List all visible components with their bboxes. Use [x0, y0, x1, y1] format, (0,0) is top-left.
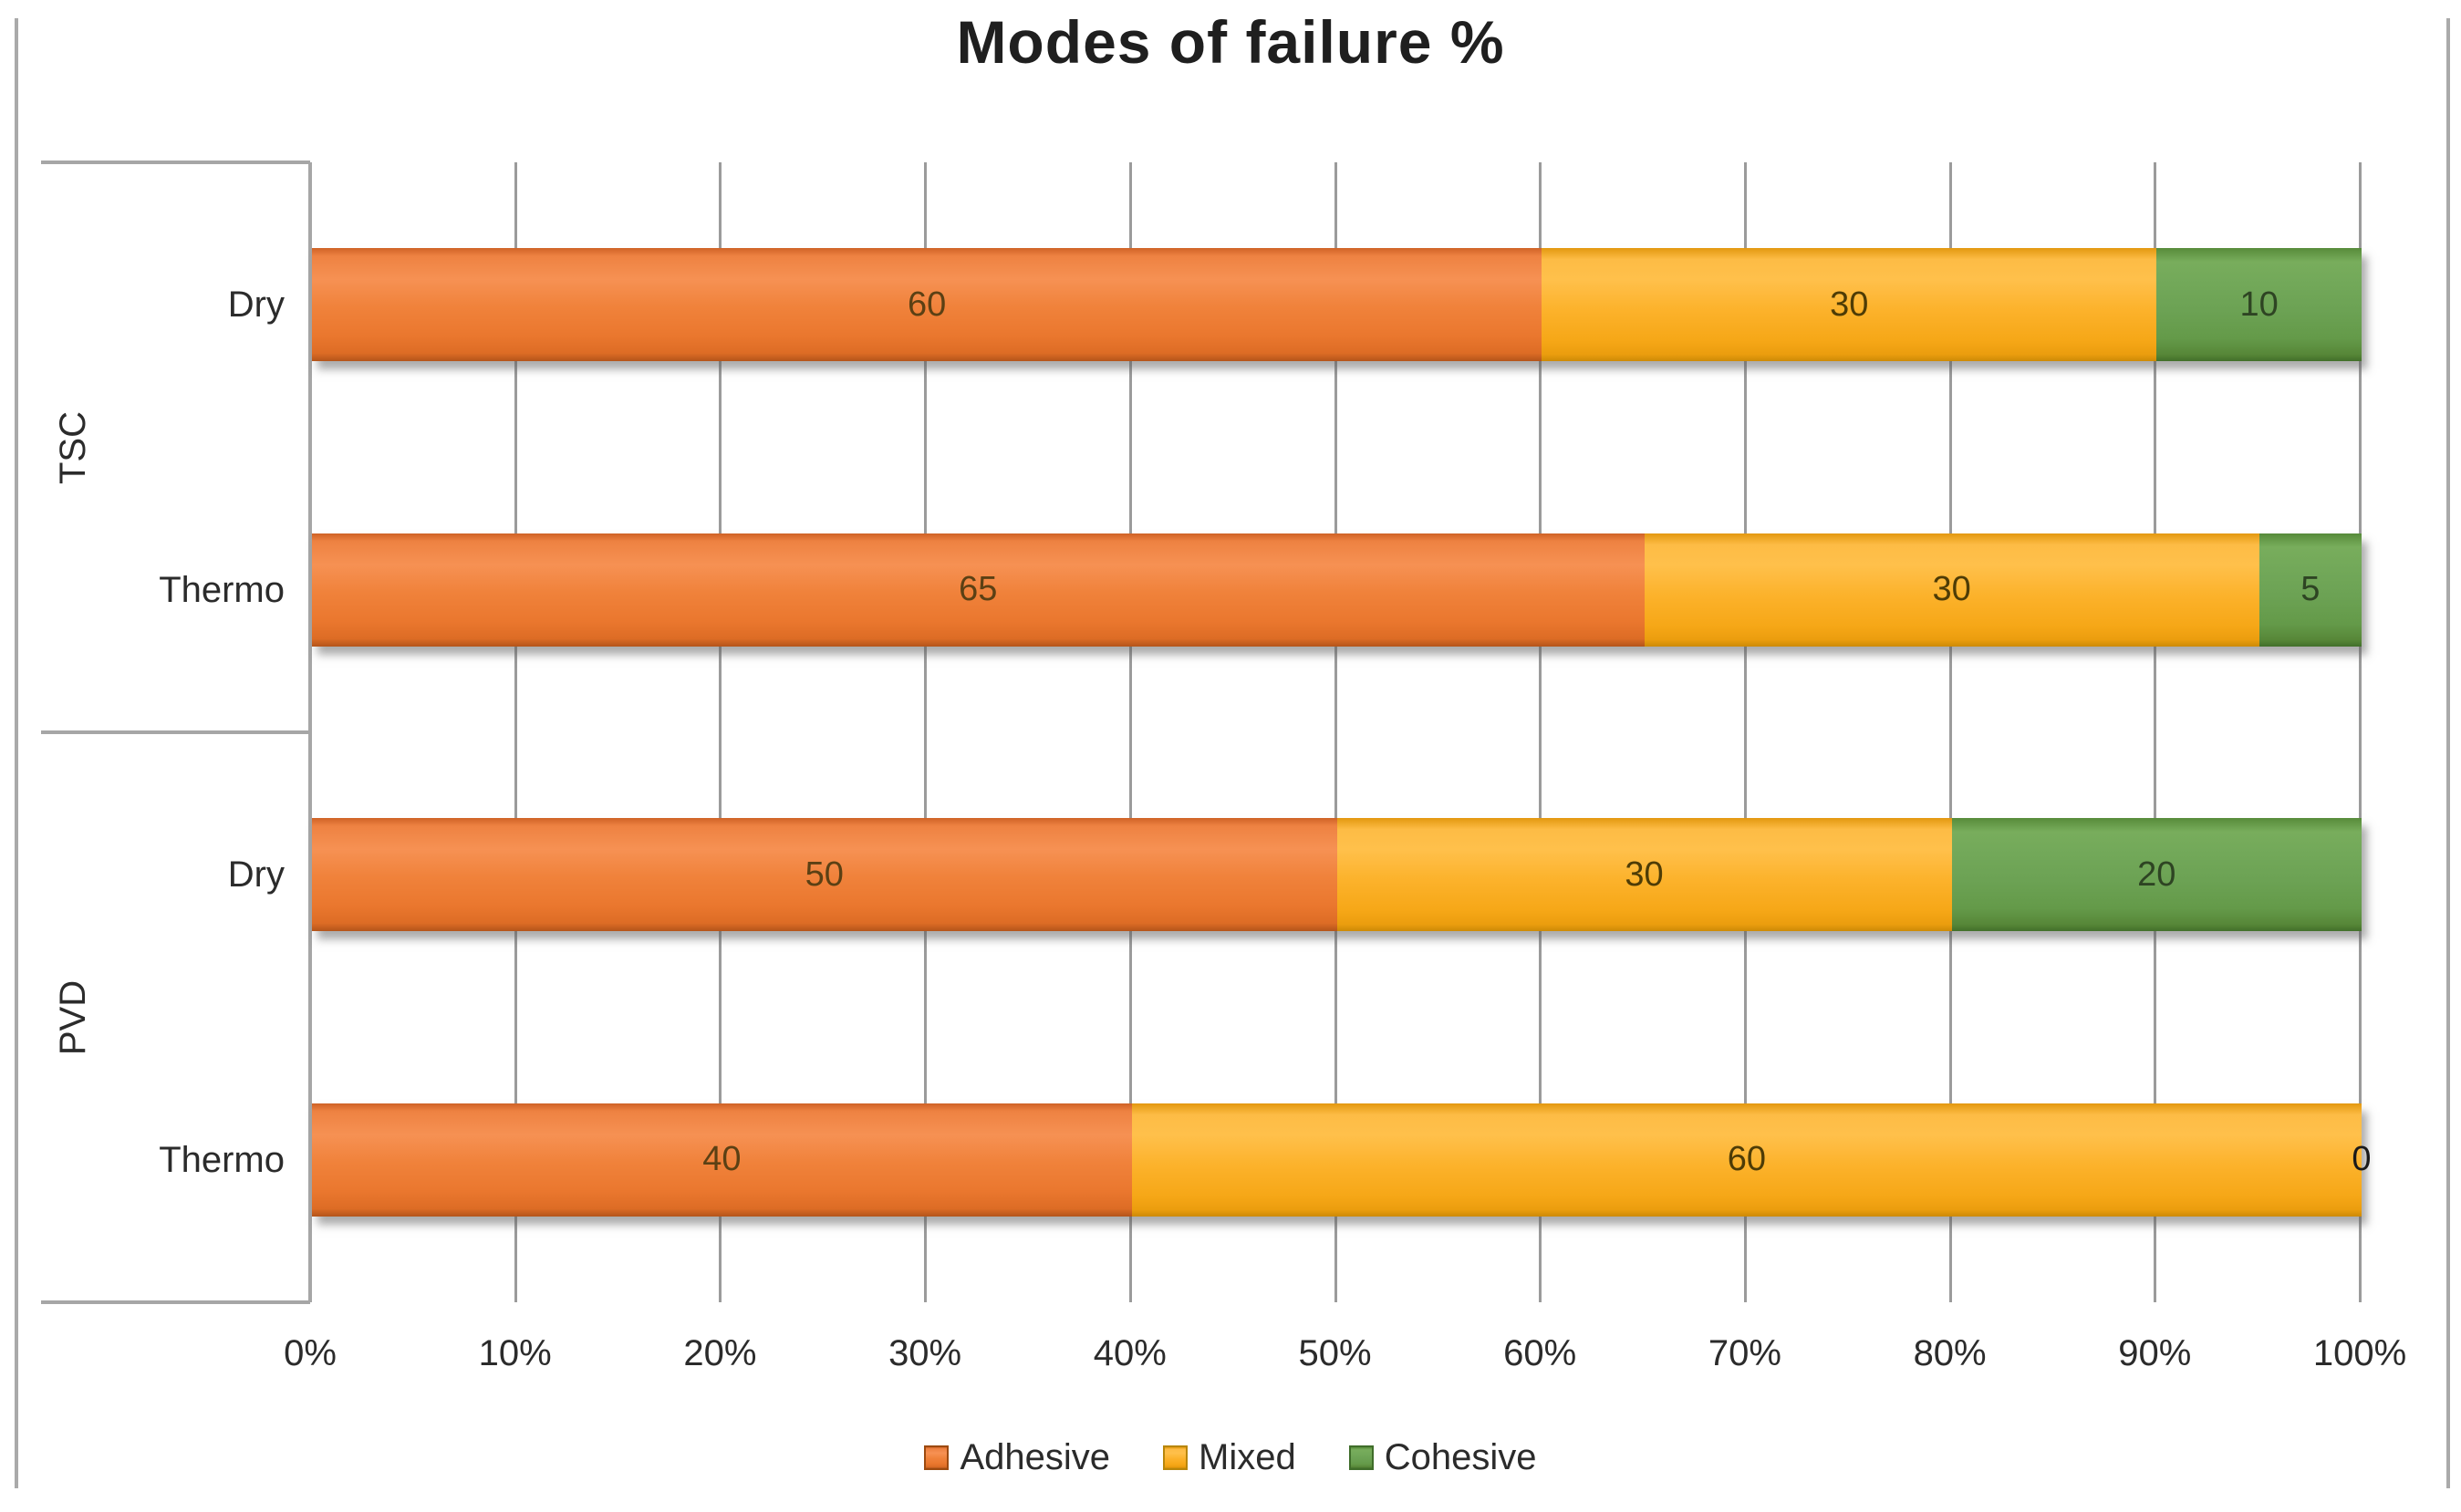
gridline	[1539, 162, 1542, 1302]
bar-segment-mixed: 30	[1644, 533, 2259, 647]
bar-segment-cohesive: 20	[1951, 818, 2362, 932]
figure-left-border	[15, 18, 18, 1488]
stacked-bar: 65 30 5	[312, 533, 2362, 647]
bar-segment-cohesive: 5	[2259, 533, 2362, 647]
bar-segment-adhesive: 40	[312, 1103, 1132, 1217]
bar-segment-adhesive: 50	[312, 818, 1337, 932]
data-label: 65	[959, 570, 998, 609]
category-axis-line	[308, 162, 312, 1302]
group-separator-line	[41, 161, 310, 164]
x-tick-label: 10%	[478, 1333, 552, 1373]
gridline	[719, 162, 722, 1302]
bar-segment-mixed: 30	[1336, 818, 1952, 932]
legend-swatch-mixed	[1163, 1445, 1189, 1470]
figure-right-border	[2446, 18, 2450, 1488]
data-label: 5	[2300, 570, 2321, 609]
bar-segment-mixed: 60	[1131, 1103, 2362, 1217]
x-tick-label: 80%	[1913, 1333, 1987, 1373]
bar-segment-adhesive: 65	[312, 533, 1645, 647]
group-label: TSC	[53, 410, 93, 484]
category-label: Thermo	[159, 1139, 285, 1180]
x-tick-label: 40%	[1093, 1333, 1167, 1373]
legend-swatch-cohesive	[1348, 1445, 1374, 1470]
data-label: 60	[907, 285, 947, 324]
legend-item-mixed: Mixed	[1163, 1437, 1296, 1478]
legend: Adhesive Mixed Cohesive	[0, 1437, 2461, 1478]
x-tick-label: 70%	[1708, 1333, 1781, 1373]
bar-segment-mixed: 30	[1542, 248, 2157, 362]
category-label: Dry	[227, 285, 285, 326]
group-separator-line	[41, 1300, 310, 1304]
data-label: 40	[702, 1140, 742, 1179]
group-label: PVD	[53, 979, 93, 1055]
legend-label: Cohesive	[1384, 1437, 1537, 1477]
x-tick-label: 90%	[2118, 1333, 2192, 1373]
category-label: Dry	[227, 854, 285, 896]
data-label: 30	[1625, 854, 1664, 894]
stacked-bar: 50 30 20	[312, 818, 2362, 932]
gridline	[514, 162, 517, 1302]
gridline	[2154, 162, 2157, 1302]
gridline	[924, 162, 928, 1302]
chart-title: Modes of failure %	[956, 8, 1505, 76]
gridline	[1948, 162, 1952, 1302]
legend-item-adhesive: Adhesive	[924, 1437, 1110, 1478]
gridline	[1743, 162, 1747, 1302]
category-label: Thermo	[159, 569, 285, 610]
legend-swatch-adhesive	[924, 1445, 950, 1470]
stacked-bar: 40 60 0	[312, 1103, 2372, 1217]
data-label: 20	[2137, 854, 2176, 894]
x-tick-label: 60%	[1503, 1333, 1577, 1373]
gridline	[2359, 162, 2362, 1302]
x-tick-label: 100%	[2312, 1333, 2407, 1373]
bar-segment-adhesive: 60	[312, 248, 1542, 362]
gridline	[1128, 162, 1132, 1302]
data-label: 10	[2239, 285, 2279, 324]
legend-label: Mixed	[1199, 1437, 1296, 1477]
legend-label: Adhesive	[960, 1437, 1111, 1477]
legend-item-cohesive: Cohesive	[1348, 1437, 1537, 1478]
data-label: 30	[1932, 570, 1971, 609]
data-label: 60	[1727, 1140, 1767, 1179]
stacked-bar: 60 30 10	[312, 248, 2362, 362]
x-tick-label: 30%	[888, 1333, 962, 1373]
data-label: 0	[2352, 1140, 2372, 1179]
group-separator-line	[41, 730, 310, 734]
x-tick-label: 20%	[683, 1333, 757, 1373]
gridline	[1334, 162, 1337, 1302]
x-tick-label: 50%	[1298, 1333, 1372, 1373]
bar-segment-cohesive: 10	[2156, 248, 2362, 362]
data-label: 30	[1830, 285, 1869, 324]
data-label: 50	[805, 854, 844, 894]
x-tick-label: 0%	[284, 1333, 337, 1373]
